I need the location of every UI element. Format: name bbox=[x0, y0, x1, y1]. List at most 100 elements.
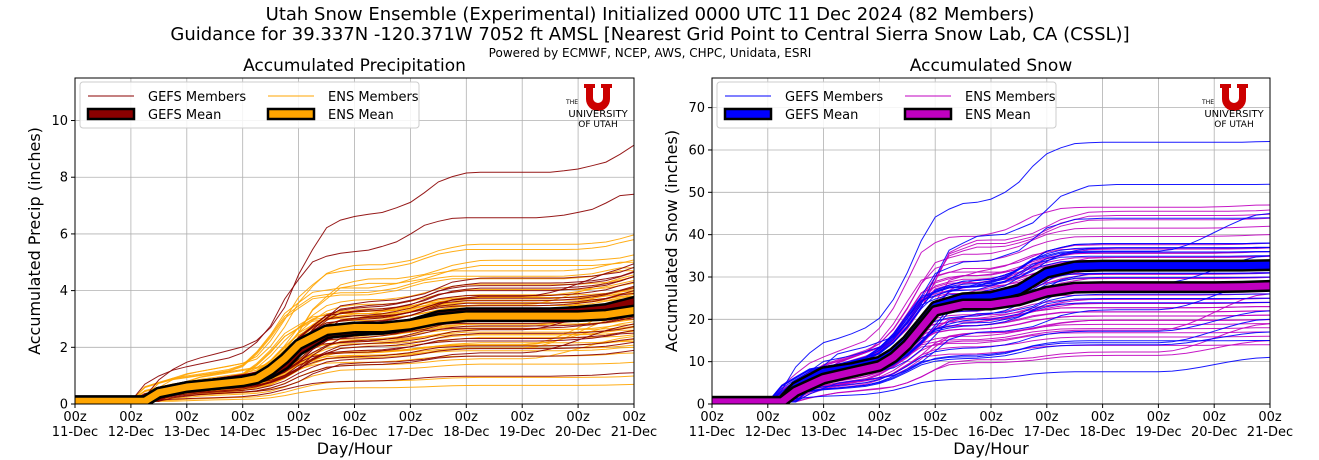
member-line-gefs-1 bbox=[712, 356, 1270, 403]
member-line-gefs-28 bbox=[712, 217, 1270, 403]
y-tick-label: 70 bbox=[688, 101, 705, 116]
y-axis-label: Accumulated Precip (inches) bbox=[25, 127, 44, 355]
member-line-ens-6 bbox=[712, 323, 1270, 403]
member-line-gefs-8 bbox=[75, 323, 634, 402]
logo-university: UNIVERSITY bbox=[1204, 109, 1264, 120]
x-tick-label-hour: 00z bbox=[455, 410, 479, 425]
y-tick-label: 50 bbox=[688, 186, 705, 201]
series-lines bbox=[712, 141, 1270, 404]
x-tick-label-date: 17-Dec bbox=[1024, 425, 1070, 440]
y-tick-label: 40 bbox=[688, 228, 705, 243]
y-tick-label: 6 bbox=[60, 227, 68, 242]
legend-label-gefs-mean: GEFS Mean bbox=[148, 108, 221, 123]
legend-label-ens-members: ENS Members bbox=[965, 90, 1056, 105]
y-axis: 0 10 20 30 40 50 60 70 bbox=[688, 101, 712, 413]
legend-swatch-gefs-mean bbox=[86, 107, 136, 121]
member-line-gefs-31 bbox=[712, 141, 1270, 403]
y-tick-label: 0 bbox=[697, 398, 705, 413]
x-tick-label-hour: 00z bbox=[979, 410, 1003, 425]
y-tick-label: 10 bbox=[688, 355, 705, 370]
x-tick-label-hour: 00z bbox=[63, 410, 87, 425]
y-tick-label: 8 bbox=[60, 171, 68, 186]
legend-label-ens-mean: ENS Mean bbox=[965, 108, 1031, 123]
y-axis: 0 2 4 6 8 10 bbox=[51, 114, 75, 413]
x-tick-label-hour: 00z bbox=[1091, 410, 1115, 425]
y-tick-label: 60 bbox=[688, 143, 705, 158]
y-tick-label: 2 bbox=[60, 341, 68, 356]
logo-of-utah: OF UTAH bbox=[578, 120, 617, 130]
x-tick-label-hour: 00z bbox=[399, 410, 423, 425]
member-line-ens-45 bbox=[75, 270, 634, 402]
member-line-ens-51 bbox=[75, 234, 634, 402]
y-tick-label: 20 bbox=[688, 313, 705, 328]
x-tick-label-date: 20-Dec bbox=[1191, 425, 1237, 440]
x-tick-label-hour: 00z bbox=[511, 410, 535, 425]
x-tick-label-hour: 00z bbox=[1258, 410, 1282, 425]
x-tick-label-hour: 00z bbox=[566, 410, 590, 425]
legend-box bbox=[716, 81, 1057, 129]
member-line-ens-51 bbox=[712, 204, 1270, 403]
x-tick-label-date: 17-Dec bbox=[387, 425, 433, 440]
x-tick-label-hour: 00z bbox=[622, 410, 646, 425]
y-tick-label: 30 bbox=[688, 270, 705, 285]
x-tick-label-date: 14-Dec bbox=[220, 425, 266, 440]
logo-of-utah: OF UTAH bbox=[1214, 120, 1253, 130]
x-axis: 00z11-Dec00z12-Dec00z13-Dec00z14-Dec00z1… bbox=[689, 404, 1293, 440]
x-tick-label-date: 19-Dec bbox=[1135, 425, 1181, 440]
ens-mean-line bbox=[712, 282, 1270, 404]
y-axis-label: Accumulated Snow (inches) bbox=[662, 130, 681, 352]
x-tick-label-date: 14-Dec bbox=[856, 425, 902, 440]
x-tick-label-hour: 00z bbox=[287, 410, 311, 425]
legend: GEFS Members ENS Members GEFS Mean ENS Mean bbox=[79, 81, 420, 129]
x-tick-label-date: 16-Dec bbox=[331, 425, 377, 440]
x-tick-label-date: 11-Dec bbox=[689, 425, 735, 440]
chart-subtitle: Guidance for 39.337N -120.371W 7052 ft A… bbox=[170, 24, 1130, 45]
x-axis: 00z11-Dec00z12-Dec00z13-Dec00z14-Dec00z1… bbox=[52, 404, 657, 440]
x-tick-label-hour: 00z bbox=[756, 410, 780, 425]
chart-panel-1: 00z11-Dec00z12-Dec00z13-Dec00z14-Dec00z1… bbox=[25, 56, 657, 458]
x-tick-label-date: 13-Dec bbox=[800, 425, 846, 440]
y-tick-label: 10 bbox=[51, 114, 68, 129]
x-tick-label-hour: 00z bbox=[1203, 410, 1227, 425]
member-line-gefs-2 bbox=[75, 349, 634, 402]
x-tick-label-date: 12-Dec bbox=[108, 425, 154, 440]
member-line-gefs-1 bbox=[75, 372, 634, 402]
ens-mean-line bbox=[75, 307, 634, 404]
member-line-gefs-20 bbox=[712, 255, 1270, 403]
utah-u-mark bbox=[584, 84, 612, 111]
logo-the: THE bbox=[565, 99, 578, 106]
member-line-gefs-31 bbox=[75, 144, 634, 402]
logo-university: UNIVERSITY bbox=[568, 109, 628, 120]
x-tick-label-hour: 00z bbox=[868, 410, 892, 425]
legend-swatch-gefs-mean bbox=[723, 107, 773, 121]
member-line-ens-50 bbox=[75, 239, 634, 402]
x-tick-label-hour: 00z bbox=[812, 410, 836, 425]
member-line-gefs-30 bbox=[75, 193, 634, 402]
x-tick-label-date: 13-Dec bbox=[164, 425, 210, 440]
chart-title: Accumulated Snow bbox=[910, 56, 1073, 76]
x-axis-label: Day/Hour bbox=[317, 439, 393, 458]
legend: GEFS Members ENS Members GEFS Mean ENS Mean bbox=[716, 81, 1057, 129]
chart-title: Accumulated Precipitation bbox=[243, 56, 466, 76]
y-tick-label: 4 bbox=[60, 284, 68, 299]
member-line-gefs-29 bbox=[712, 213, 1270, 403]
x-tick-label-date: 18-Dec bbox=[443, 425, 489, 440]
x-tick-label-date: 16-Dec bbox=[968, 425, 1014, 440]
data-source-credit: Powered by ECMWF, NCEP, AWS, CHPC, Unida… bbox=[488, 46, 812, 60]
x-tick-label-hour: 00z bbox=[343, 410, 367, 425]
legend-label-gefs-mean: GEFS Mean bbox=[785, 108, 858, 123]
x-tick-label-date: 21-Dec bbox=[611, 425, 657, 440]
x-tick-label-date: 11-Dec bbox=[52, 425, 98, 440]
legend-label-ens-members: ENS Members bbox=[328, 90, 419, 105]
x-tick-label-hour: 00z bbox=[119, 410, 143, 425]
x-tick-label-date: 20-Dec bbox=[555, 425, 601, 440]
x-tick-label-hour: 00z bbox=[1035, 410, 1059, 425]
member-line-ens-1 bbox=[75, 383, 634, 402]
legend-label-gefs-members: GEFS Members bbox=[785, 90, 883, 105]
legend-label-ens-mean: ENS Mean bbox=[328, 108, 394, 123]
x-axis-label: Day/Hour bbox=[953, 439, 1029, 458]
x-tick-label-hour: 00z bbox=[924, 410, 948, 425]
series-lines bbox=[75, 144, 634, 404]
